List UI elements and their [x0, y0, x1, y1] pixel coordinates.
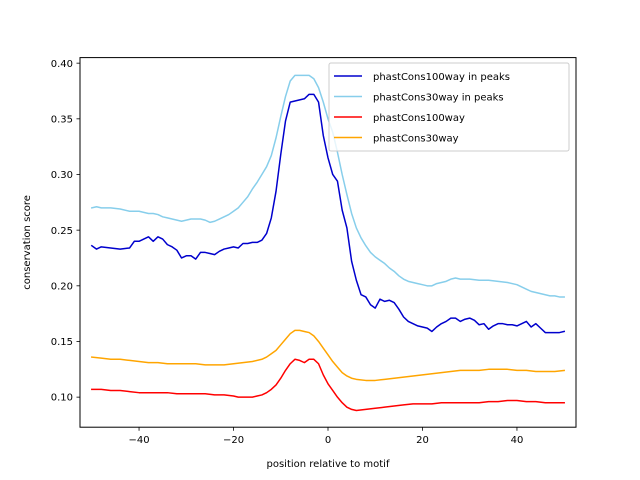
series-layer	[90, 74, 566, 412]
legend: phastCons100way in peaks phastCons30way i…	[328, 62, 570, 152]
x-axis-label: position relative to motif	[267, 459, 390, 470]
y-tick-label: 0.10	[51, 393, 73, 404]
x-axis-ticks: −40 −20 0 20 40	[128, 427, 523, 446]
legend-frame	[328, 62, 570, 152]
y-tick-label: 0.25	[51, 226, 73, 237]
legend-label-0: phastCons100way in peaks	[373, 72, 510, 83]
x-tick-label: −20	[223, 435, 244, 446]
series-line-1	[90, 74, 565, 298]
legend-label-1: phastCons30way in peaks	[373, 93, 504, 104]
y-axis-label: conservation score	[22, 195, 33, 290]
series-line-0	[90, 93, 566, 334]
y-tick-label: 0.20	[51, 281, 73, 292]
x-tick-label: 20	[416, 435, 429, 446]
legend-label-3: phastCons30way	[373, 134, 459, 145]
series-line-3	[90, 329, 566, 382]
x-tick-label: 0	[325, 435, 331, 446]
y-axis-ticks: 0.10 0.15 0.20 0.25 0.30 0.35 0.40	[51, 59, 80, 404]
legend-label-2: phastCons100way	[373, 113, 465, 124]
x-tick-label: 40	[511, 435, 524, 446]
y-tick-label: 0.30	[51, 170, 73, 181]
x-tick-label: −40	[128, 435, 149, 446]
series-line-2	[91, 358, 565, 412]
y-tick-label: 0.35	[51, 114, 73, 125]
y-tick-label: 0.15	[51, 337, 73, 348]
y-tick-label: 0.40	[51, 59, 73, 70]
